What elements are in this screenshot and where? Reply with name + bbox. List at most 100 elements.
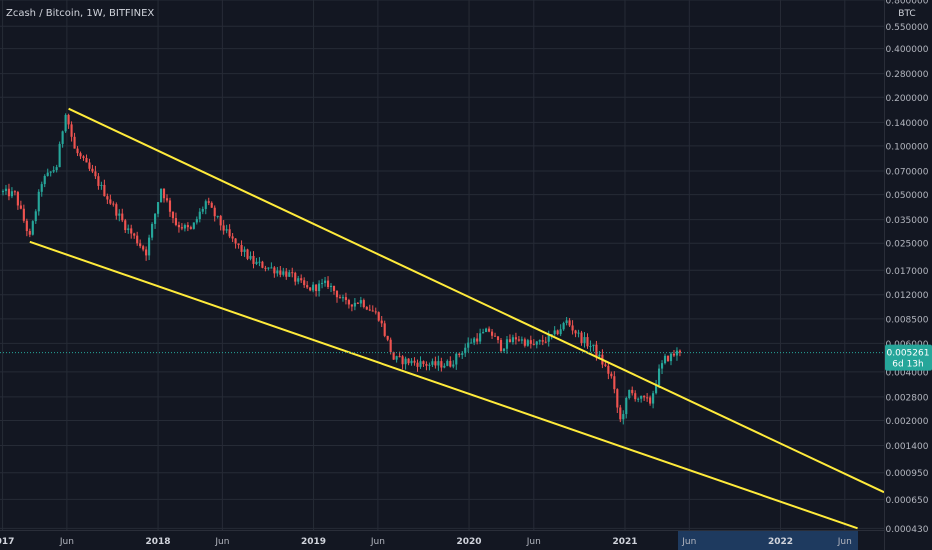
candle-body (91, 168, 94, 172)
candle-body (455, 353, 458, 365)
candle-body (323, 280, 327, 283)
candle-body (410, 360, 413, 364)
candle-body (663, 355, 667, 364)
candle-body (171, 211, 175, 219)
candle-body (446, 360, 449, 366)
price-axis[interactable]: BTC 0.800000 0.550000 0.400000 0.280000 0.20… (884, 0, 932, 550)
price-tag-countdown: 6d 13h (892, 360, 923, 370)
candle-body (231, 236, 234, 239)
candle-body (82, 156, 85, 158)
price-tick-label: 0.800000 (886, 0, 929, 7)
candle-body (198, 211, 201, 220)
price-ticks: 0.800000 0.550000 0.400000 0.280000 0.200000… (886, 0, 929, 535)
candle-body (562, 322, 565, 330)
candle-body (291, 272, 294, 274)
candle-body (565, 320, 568, 323)
candle-body (643, 395, 646, 398)
candle-body (201, 208, 204, 212)
trendlines[interactable] (29, 107, 885, 530)
candle-body (43, 175, 46, 185)
candle-body (628, 389, 631, 398)
candle-body (97, 176, 100, 186)
candle-body (577, 332, 580, 334)
candle-body (335, 290, 339, 298)
candle-body (532, 343, 535, 345)
candle-body (282, 271, 285, 275)
price-tick-label: 0.002800 (886, 393, 929, 403)
candle-body (258, 261, 261, 263)
time-tick-label: Jun (526, 537, 541, 547)
candle-body (136, 235, 139, 244)
candle-body (666, 355, 670, 362)
price-tick-label: 0.140000 (886, 119, 929, 129)
candle-body (502, 348, 506, 351)
candle-body (631, 389, 634, 394)
candle-body (672, 353, 676, 356)
time-tick-label: Jun (370, 537, 385, 547)
candle-body (130, 228, 133, 234)
candle-body (365, 306, 368, 310)
candle-body (276, 270, 279, 274)
candle-body (183, 225, 186, 229)
candle-body (306, 285, 309, 288)
trendline-lower[interactable] (29, 240, 858, 530)
candle-body (219, 215, 222, 226)
trendline-upper[interactable] (68, 107, 885, 494)
candle-body (496, 336, 500, 341)
candle-body (604, 364, 607, 366)
candle-body (213, 207, 216, 217)
time-tick-label: Jun (681, 537, 696, 547)
candle-body (437, 361, 440, 366)
price-tick-label: 0.550000 (886, 23, 929, 33)
candle-body (270, 267, 273, 269)
candle-body (285, 271, 288, 277)
candle-body (613, 376, 616, 390)
candle-body (121, 213, 124, 221)
candle-body (165, 198, 169, 201)
candle-body (25, 220, 28, 232)
candle-body (419, 361, 422, 367)
candle-body (461, 353, 464, 355)
price-tag[interactable]: 0.005261 6d 13h (885, 344, 932, 371)
candle-body (109, 199, 112, 204)
candle-body (22, 208, 25, 221)
candle-body (303, 280, 306, 286)
candle-body (34, 211, 37, 222)
candle-body (347, 300, 350, 305)
candle-body (571, 325, 574, 331)
candle-body (505, 339, 509, 349)
time-axis-background (0, 530, 884, 550)
candle-body (493, 335, 497, 337)
time-tick-label: Jun (837, 537, 852, 547)
candle-body (538, 340, 541, 342)
candle-body (88, 162, 91, 169)
candle-body (94, 171, 97, 177)
candle-body (234, 238, 237, 244)
candle-body (657, 368, 661, 386)
candle-body (159, 188, 163, 203)
candle-body (180, 227, 183, 229)
candle-body (31, 221, 34, 235)
candle-body (637, 398, 640, 400)
price-tick-label: 0.012000 (886, 291, 929, 301)
candle-body (640, 395, 643, 399)
candle-body (46, 172, 49, 176)
candles (1, 113, 682, 425)
candle-body (10, 191, 14, 197)
candle-body (156, 202, 160, 214)
price-tick-label: 0.070000 (886, 167, 929, 177)
candle-body (168, 200, 172, 212)
candle-body (398, 356, 401, 358)
candle-body (177, 224, 181, 228)
candle-body (443, 365, 446, 368)
candle-body (368, 309, 371, 311)
candle-body (76, 148, 79, 154)
candle-body (550, 334, 553, 336)
time-axis[interactable]: 017 Jun 2018 Jun 2019 Jun 2020 Jun 2021 Jun 2022 Ju… (0, 530, 884, 550)
candle-body (246, 249, 249, 259)
candle-body (646, 397, 649, 399)
time-tick-label: 2022 (768, 537, 793, 547)
candle-body (139, 243, 142, 247)
